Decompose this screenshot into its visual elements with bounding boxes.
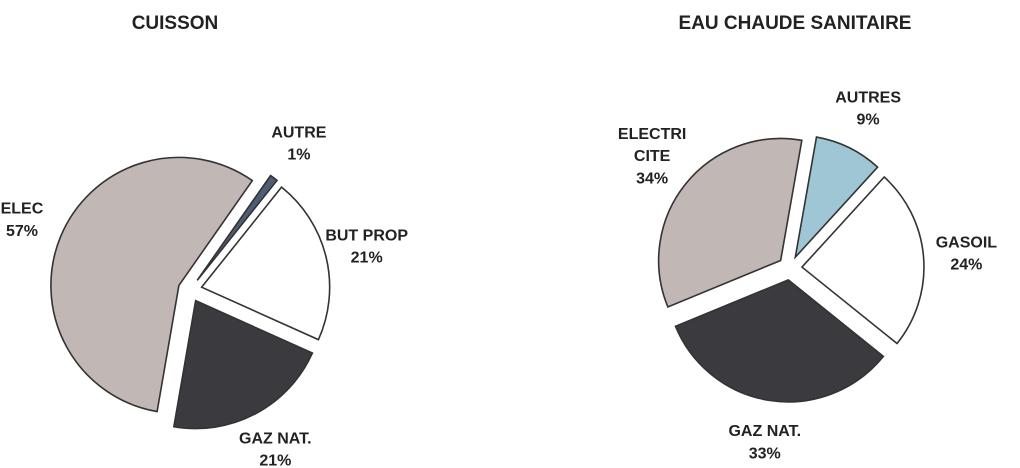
label-line: ELEC [1,201,44,218]
slice-value-label: 57% [6,223,38,240]
pie-slice [196,174,279,281]
slice-label: AUTRES [835,89,901,106]
slice-label: GASOIL [936,235,998,252]
label-line: GAZ NAT. [239,431,312,448]
label-line: GAZ NAT. [728,423,801,440]
pie-slice [657,137,803,309]
label-line: ELECTRI [618,126,686,143]
label-line: CITE [634,148,671,165]
slice-label: GAZ NAT. [728,423,801,440]
label-line: AUTRE [271,125,326,142]
slice-value-label: 21% [351,249,383,266]
slice-label: AUTRE [271,125,326,142]
pie-slice [200,186,331,341]
label-line: GASOIL [936,235,998,252]
pie-slice [172,299,314,430]
slice-value-label: 9% [857,111,880,128]
slice-label: ELEC [1,201,44,218]
pie-slice [794,136,879,260]
pie-slice [50,156,254,413]
slice-label: BUT PROP [325,227,408,244]
chart-title: CUISSON [132,13,219,34]
label-line: BUT PROP [325,227,408,244]
slice-value-label: 21% [259,453,291,468]
slice-value-label: 33% [749,445,781,462]
slice-value-label: 1% [287,147,310,164]
chart-title: EAU CHAUDE SANITAIRE [679,13,912,34]
slice-value-label: 24% [950,257,982,274]
slice-value-label: 34% [636,170,668,187]
pie-slice [800,175,925,345]
slice-label: GAZ NAT. [239,431,312,448]
slice-label: ELECTRI CITE [618,126,686,165]
label-line: AUTRES [835,89,901,106]
pie-slice [674,278,885,403]
